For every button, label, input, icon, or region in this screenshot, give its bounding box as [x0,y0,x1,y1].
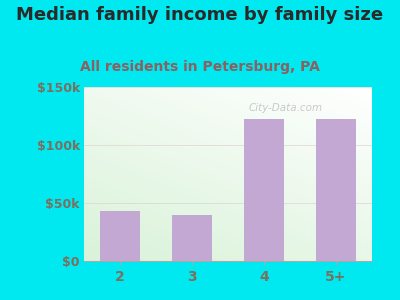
Bar [316,119,356,261]
Bar [244,119,284,261]
Text: City-Data.com: City-Data.com [248,103,323,113]
Bar [172,214,212,261]
Text: Median family income by family size: Median family income by family size [16,6,384,24]
Text: All residents in Petersburg, PA: All residents in Petersburg, PA [80,60,320,74]
Bar [100,211,140,261]
